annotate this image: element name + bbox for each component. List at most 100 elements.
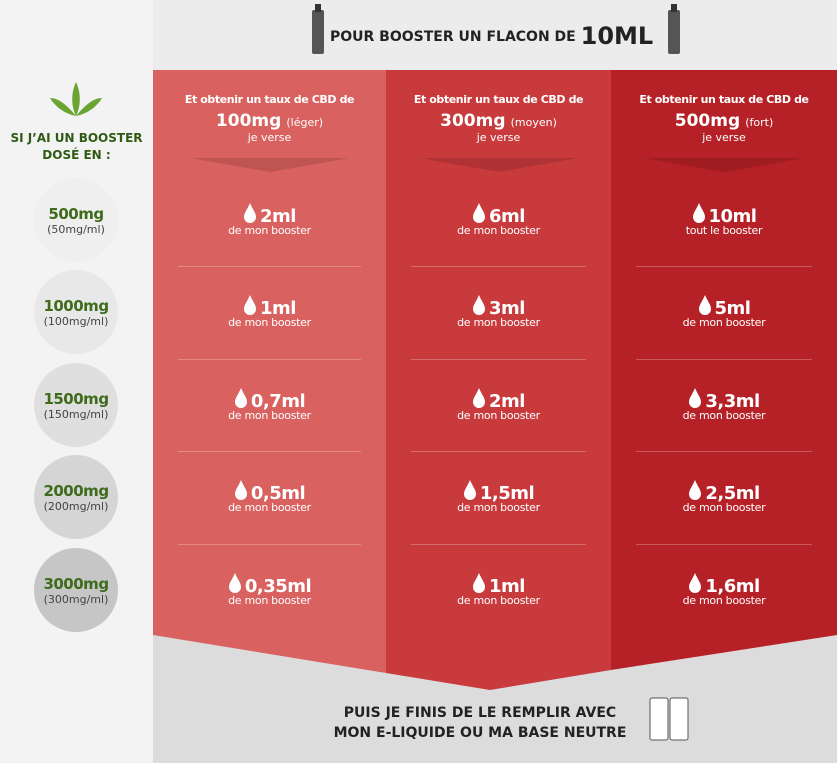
footer-line: PUIS JE FINIS DE LE REMPLIR AVEC	[343, 705, 617, 721]
dose-cell: 1ml de mon booster	[386, 572, 611, 607]
column-header: Et obtenir un taux de CBD de 300mg (moyen…	[386, 93, 611, 144]
dose-cell: 2ml de mon booster	[153, 202, 386, 237]
chevron	[644, 158, 804, 172]
row-separator	[178, 543, 361, 545]
column-rate: 100mg	[215, 111, 282, 131]
bottle-icons	[312, 4, 689, 741]
amount: 1,6ml	[705, 576, 760, 597]
row-separator	[411, 266, 586, 267]
concentration: (300mg/ml)	[43, 592, 109, 606]
drop-icon	[244, 295, 257, 315]
row-separator	[178, 451, 361, 452]
column-intro: Et obtenir un taux de CBD de	[639, 93, 809, 106]
drop-icon	[473, 573, 486, 593]
amount: 1,5ml	[479, 483, 535, 504]
row-separator	[411, 451, 586, 452]
amount-line: 1,6ml	[611, 572, 837, 597]
dose-circle: 1500mg (150mg/ml)	[34, 363, 118, 447]
drop-icon	[689, 480, 702, 500]
amount-line: 1ml	[386, 572, 611, 597]
column-action: je verse	[702, 131, 746, 144]
concentration: (50mg/ml)	[47, 222, 105, 236]
column-header: Et obtenir un taux de CBD de 500mg (fort)…	[611, 93, 837, 144]
amount: 2,5ml	[705, 483, 760, 504]
row-separator	[178, 266, 361, 267]
amount-line: 0,5ml	[153, 479, 386, 504]
drop-icon	[244, 203, 257, 223]
dose-cell: 1,6ml de mon booster	[611, 572, 837, 607]
column-level: (moyen)	[510, 116, 557, 129]
column-bg	[153, 70, 386, 673]
amount-line: 10ml	[611, 202, 837, 227]
dose-circle: 3000mg (300mg/ml)	[34, 548, 118, 632]
leaf-icon	[50, 82, 102, 116]
chevron	[189, 158, 350, 172]
amount-line: 6ml	[386, 202, 611, 227]
drop-icon	[689, 573, 702, 593]
dose: 1500mg	[43, 389, 109, 408]
dose-circle: 500mg (50mg/ml)	[34, 178, 118, 262]
column-rate: 500mg	[674, 111, 741, 131]
dose-cell: 2ml de mon booster	[386, 387, 611, 422]
footer: PUIS JE FINIS DE LE REMPLIR AVEC MON E-LI…	[300, 703, 660, 743]
amount-line: 0,7ml	[153, 387, 386, 412]
row-separator	[636, 358, 812, 360]
column-action: je verse	[247, 131, 292, 144]
dose: 3000mg	[43, 574, 109, 593]
column-header: Et obtenir un taux de CBD de 100mg (léger…	[153, 93, 386, 144]
drop-icon	[473, 203, 486, 223]
header-volume: 10ML	[580, 22, 654, 50]
drop-icon	[234, 480, 247, 500]
amount-note: de mon booster	[682, 316, 766, 329]
dose-cell: 3,3ml de mon booster	[611, 387, 837, 422]
drop-icon	[234, 388, 247, 408]
amount-note: de mon booster	[228, 501, 311, 514]
row-separator	[411, 543, 586, 545]
drop-icon	[228, 573, 241, 593]
column-rate-line: 300mg (moyen)	[386, 111, 611, 131]
header-text: POUR BOOSTER UN FLACON DE	[330, 29, 576, 45]
amount-line: 2,5ml	[611, 479, 837, 504]
dose-cell: 0,5ml de mon booster	[153, 479, 386, 514]
amount-note: de mon booster	[457, 316, 540, 329]
amount: 3ml	[489, 298, 525, 319]
column-action: je verse	[476, 131, 521, 144]
amount-note: de mon booster	[228, 224, 311, 237]
column-level: (fort)	[745, 116, 774, 129]
drop-icon	[689, 388, 702, 408]
amount: 1ml	[260, 298, 296, 319]
amount: 0,7ml	[250, 391, 306, 412]
dose-cell: 0,7ml de mon booster	[153, 387, 386, 422]
amount-line: 3ml	[386, 294, 611, 319]
drop-icon	[692, 203, 705, 223]
dose-circle: 1000mg (100mg/ml)	[34, 270, 118, 354]
amount: 10ml	[708, 206, 757, 227]
dose-cell: 5ml de mon booster	[611, 294, 837, 329]
amount: 5ml	[714, 298, 751, 319]
amount-line: 2ml	[386, 387, 611, 412]
amount-note: de mon booster	[457, 501, 540, 514]
footer-line: MON E-LIQUIDE OU MA BASE NEUTRE	[333, 725, 627, 741]
amount-note: de mon booster	[457, 594, 540, 607]
column-intro: Et obtenir un taux de CBD de	[184, 93, 355, 106]
row-separator	[636, 451, 812, 452]
header-band	[153, 0, 837, 70]
header: POUR BOOSTER UN FLACON DE 10ML	[330, 22, 730, 50]
amount-line: 1ml	[153, 294, 386, 319]
dose: 2000mg	[43, 481, 109, 500]
row-separator	[178, 358, 361, 360]
row-separator	[636, 266, 812, 267]
amount-line: 2ml	[153, 202, 386, 227]
drop-icon	[698, 295, 711, 315]
dose: 500mg	[48, 204, 104, 223]
amount: 1ml	[489, 576, 525, 597]
drop-icon	[473, 388, 486, 408]
amount: 0,5ml	[250, 483, 306, 504]
dose-cell: 6ml de mon booster	[386, 202, 611, 237]
amount-line: 0,35ml	[153, 572, 386, 597]
amount-note: de mon booster	[457, 409, 540, 422]
column-bg	[611, 70, 837, 670]
column-level: (léger)	[286, 116, 324, 129]
drop-icon	[473, 295, 486, 315]
